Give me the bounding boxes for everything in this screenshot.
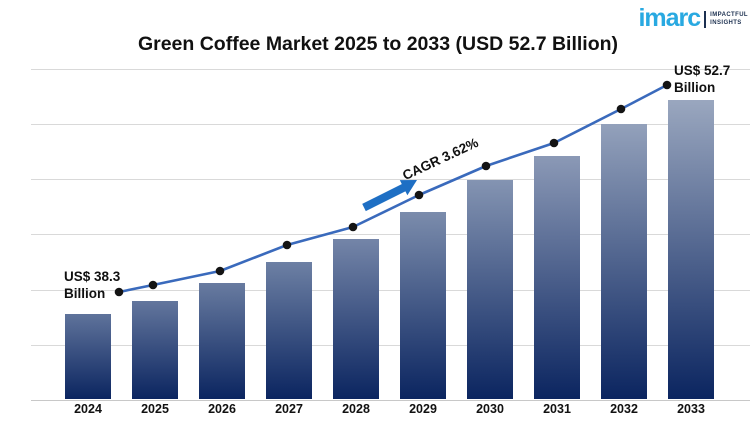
bar-2030 [467, 180, 513, 399]
data-point-marker-2029 [414, 190, 424, 200]
bar-2028 [333, 239, 379, 399]
gridline [31, 69, 750, 70]
x-axis-label-2029: 2029 [409, 402, 437, 416]
data-point-marker-2025 [148, 280, 158, 290]
x-axis-label-2031: 2031 [543, 402, 571, 416]
x-axis-label-2028: 2028 [342, 402, 370, 416]
data-point-marker-2030 [481, 161, 491, 171]
start-value-line2: Billion [64, 286, 106, 301]
x-axis-label-2027: 2027 [275, 402, 303, 416]
logo-divider [704, 11, 707, 28]
bar-2026 [199, 283, 245, 399]
logo-tagline: IMPACTFUL INSIGHTS [710, 12, 748, 27]
logo-tagline-line1: IMPACTFUL [710, 12, 748, 18]
page-title: Green Coffee Market 2025 to 2033 (USD 52… [137, 33, 619, 55]
end-value-annotation: US$ 52.7 Billion [674, 62, 730, 96]
data-point-marker-2033 [662, 80, 672, 90]
bar-2024 [65, 314, 111, 399]
data-point-marker-2032 [616, 104, 626, 114]
logo-tagline-line2: INSIGHTS [710, 19, 742, 26]
bar-2029 [400, 212, 446, 399]
imarc-logo: imarc IMPACTFUL INSIGHTS [638, 6, 748, 31]
bar-2032 [601, 124, 647, 399]
bar-2025 [132, 301, 178, 399]
bar-2027 [266, 262, 312, 399]
x-axis-line [31, 400, 750, 401]
end-value-line1: US$ 52.7 [674, 63, 731, 78]
x-axis-label-2033: 2033 [677, 402, 705, 416]
data-point-marker-2027 [282, 240, 292, 250]
gridline [31, 345, 750, 346]
x-axis-label-2032: 2032 [610, 402, 638, 416]
data-point-marker-2026 [215, 266, 225, 276]
start-value-line1: US$ 38.3 [64, 269, 121, 284]
end-value-line2: Billion [674, 80, 716, 95]
imarc-logo-text: imarc [638, 4, 701, 32]
x-axis-label-2030: 2030 [476, 402, 504, 416]
data-point-marker-2028 [348, 222, 358, 232]
bar-2033 [668, 100, 714, 399]
trend-line [118, 83, 668, 294]
start-value-annotation: US$ 38.3 Billion [64, 268, 120, 302]
x-axis-label-2025: 2025 [141, 402, 169, 416]
bar-2031 [534, 156, 580, 399]
cagr-arrow-shaft [362, 183, 406, 212]
x-axis-label-2024: 2024 [74, 402, 102, 416]
data-point-marker-2031 [549, 138, 559, 148]
x-axis-label-2026: 2026 [208, 402, 236, 416]
